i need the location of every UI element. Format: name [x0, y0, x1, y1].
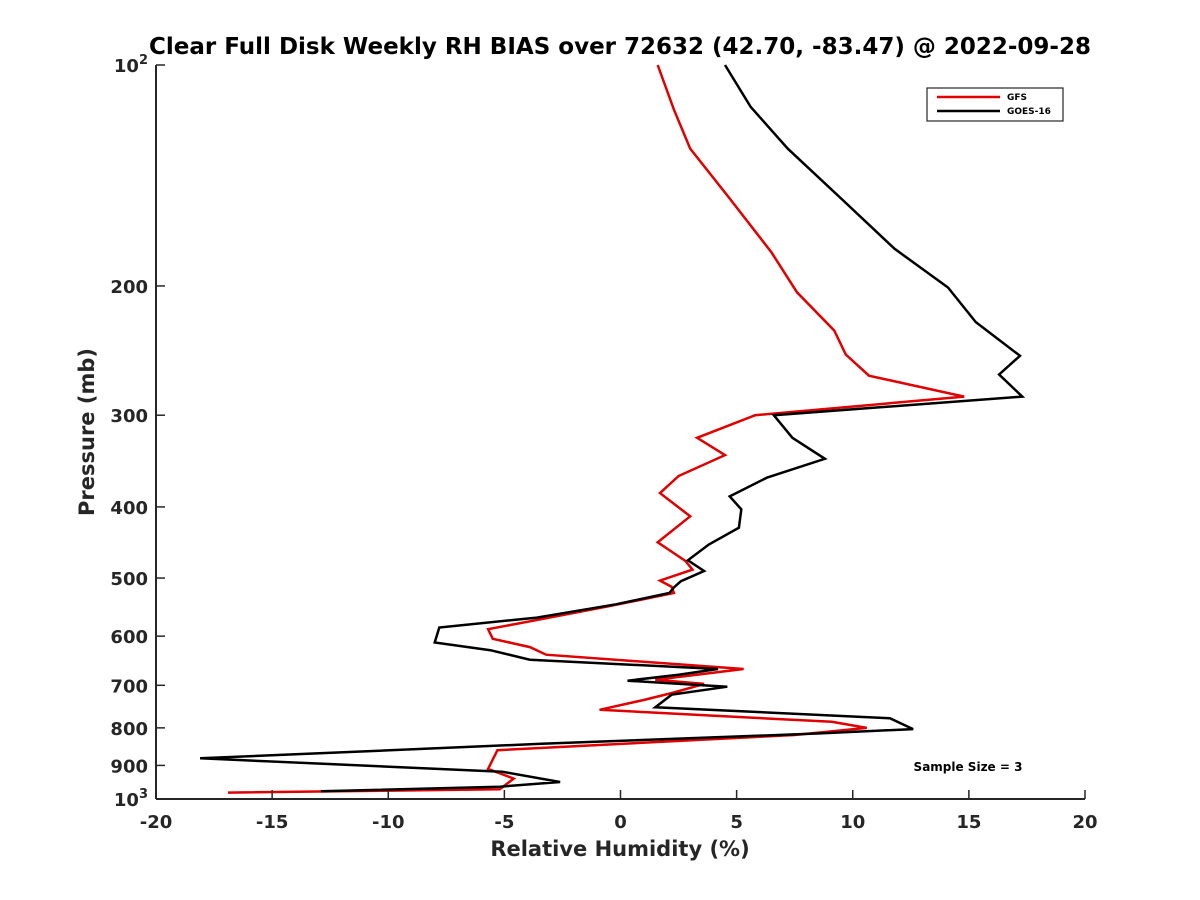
x-tick-label: 20: [1072, 812, 1097, 833]
y-tick-label: 600: [110, 627, 148, 648]
legend-label-gfs: GFS: [1007, 93, 1027, 103]
plot-frame: [156, 65, 1085, 799]
chart-title: Clear Full Disk Weekly RH BIAS over 7263…: [149, 34, 1091, 60]
x-tick-label: -20: [140, 812, 173, 833]
legend: GFS GOES-16: [926, 87, 1064, 122]
x-tick-label: 0: [614, 812, 627, 833]
sample-size-annotation: Sample Size = 3: [914, 760, 1023, 774]
y-tick-label: 700: [110, 676, 148, 697]
y-axis-label: Pressure (mb): [75, 348, 99, 516]
x-tick-label: 5: [730, 812, 743, 833]
x-tick-label: -15: [256, 812, 289, 833]
series-line-goes16: [200, 64, 1026, 793]
y-tick-label: 200: [110, 277, 148, 298]
y-tick-label: 103: [114, 787, 148, 811]
series-line-gfs: [227, 64, 965, 794]
x-axis-label: Relative Humidity (%): [490, 837, 749, 861]
x-ticks: -20 -15 -10 -5 0 5 10 15 20: [140, 790, 1098, 833]
y-tick-label: 800: [110, 719, 148, 740]
x-tick-label: 15: [956, 812, 981, 833]
y-tick-label: 400: [110, 498, 148, 519]
x-tick-label: -10: [372, 812, 405, 833]
x-tick-label: -5: [494, 812, 514, 833]
y-tick-label: 500: [110, 569, 148, 590]
y-tick-label: 300: [110, 406, 148, 427]
legend-box: [926, 87, 1064, 122]
series-layer: [200, 64, 1026, 794]
y-tick-label: 900: [110, 756, 148, 777]
y-tick-label: 102: [114, 53, 148, 77]
y-ticks: 102 200 300 400 500 600 700 800 900 103: [110, 53, 165, 811]
legend-label-goes16: GOES-16: [1007, 107, 1051, 117]
x-tick-label: 10: [840, 812, 865, 833]
